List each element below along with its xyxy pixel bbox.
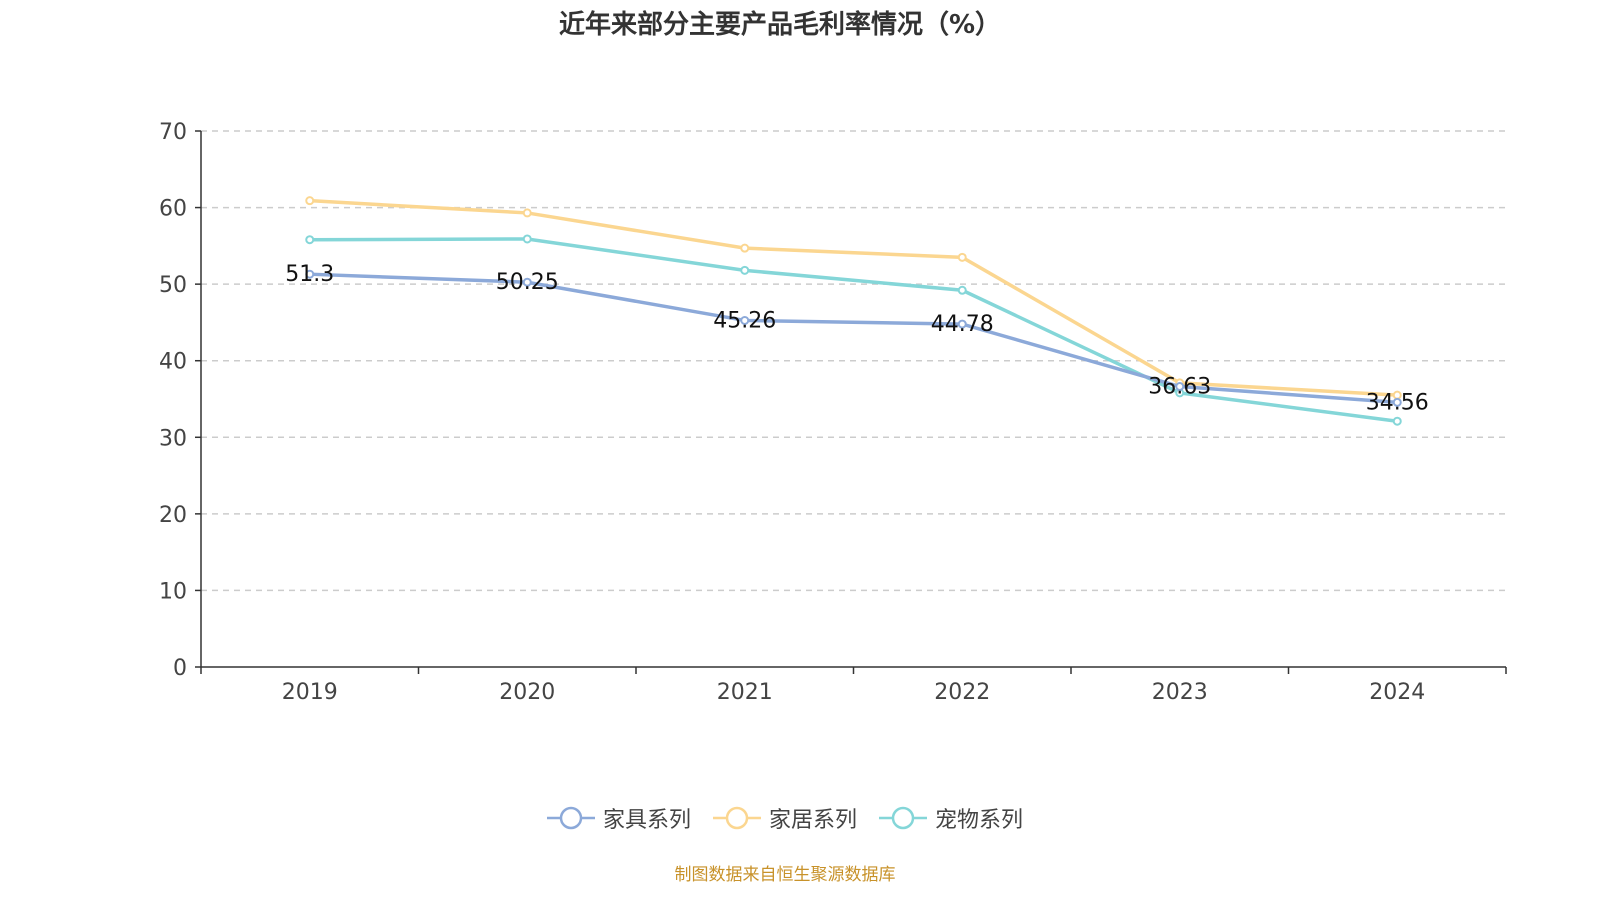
legend-marker-icon — [712, 806, 761, 830]
data-label: 50.25 — [496, 270, 559, 295]
data-point — [957, 252, 967, 262]
y-tick-label: 0 — [173, 656, 187, 681]
legend-label: 宠物系列 — [935, 808, 1024, 833]
x-tick-label: 2022 — [934, 680, 990, 705]
legend-item[interactable]: 家居系列 — [712, 802, 857, 834]
data-point — [740, 265, 750, 275]
y-tick-label: 70 — [159, 120, 187, 145]
legend-item[interactable]: 宠物系列 — [879, 802, 1023, 834]
data-label: 34.56 — [1366, 390, 1429, 415]
series-line-2 — [309, 237, 1398, 423]
y-tick-label: 20 — [159, 503, 187, 528]
legend: 家具系列 家居系列 宠物系列 — [0, 802, 1570, 834]
data-point — [957, 285, 967, 295]
x-tick-label: 2024 — [1369, 680, 1425, 705]
data-point — [957, 319, 967, 329]
data-point — [305, 235, 315, 245]
data-point — [522, 277, 532, 287]
y-tick-label: 40 — [159, 350, 187, 375]
y-tick-label: 50 — [159, 273, 187, 298]
data-point — [305, 196, 315, 206]
series-line-1 — [309, 198, 1398, 397]
legend-label: 家居系列 — [768, 808, 857, 833]
data-point — [1392, 416, 1402, 426]
data-point — [305, 269, 315, 279]
y-tick-label: 30 — [159, 426, 187, 451]
data-point — [522, 234, 532, 244]
data-point — [740, 315, 750, 325]
data-label: 45.26 — [713, 308, 776, 333]
y-tick-label: 10 — [159, 579, 187, 604]
data-point — [1175, 382, 1185, 392]
data-label: 36.63 — [1148, 375, 1211, 400]
legend-item[interactable]: 家具系列 — [546, 802, 691, 834]
chart-title: 近年来部分主要产品毛利率情况（%） — [558, 10, 1002, 40]
y-tick-label: 60 — [159, 197, 187, 222]
data-point — [522, 208, 532, 218]
legend-marker-icon — [879, 806, 927, 830]
series-line-0 — [309, 272, 1398, 405]
data-label: 51.3 — [285, 262, 334, 287]
data-point — [1392, 397, 1402, 407]
source-note: 制图数据来自恒生聚源数据库 — [674, 865, 896, 885]
data-point — [740, 243, 750, 253]
x-tick-label: 2023 — [1152, 680, 1208, 705]
legend-label: 家具系列 — [602, 808, 691, 833]
data-label: 44.78 — [931, 312, 994, 337]
legend-marker-icon — [546, 806, 595, 830]
x-tick-label: 2019 — [282, 680, 338, 705]
x-tick-label: 2020 — [499, 680, 555, 705]
x-tick-label: 2021 — [717, 680, 773, 705]
